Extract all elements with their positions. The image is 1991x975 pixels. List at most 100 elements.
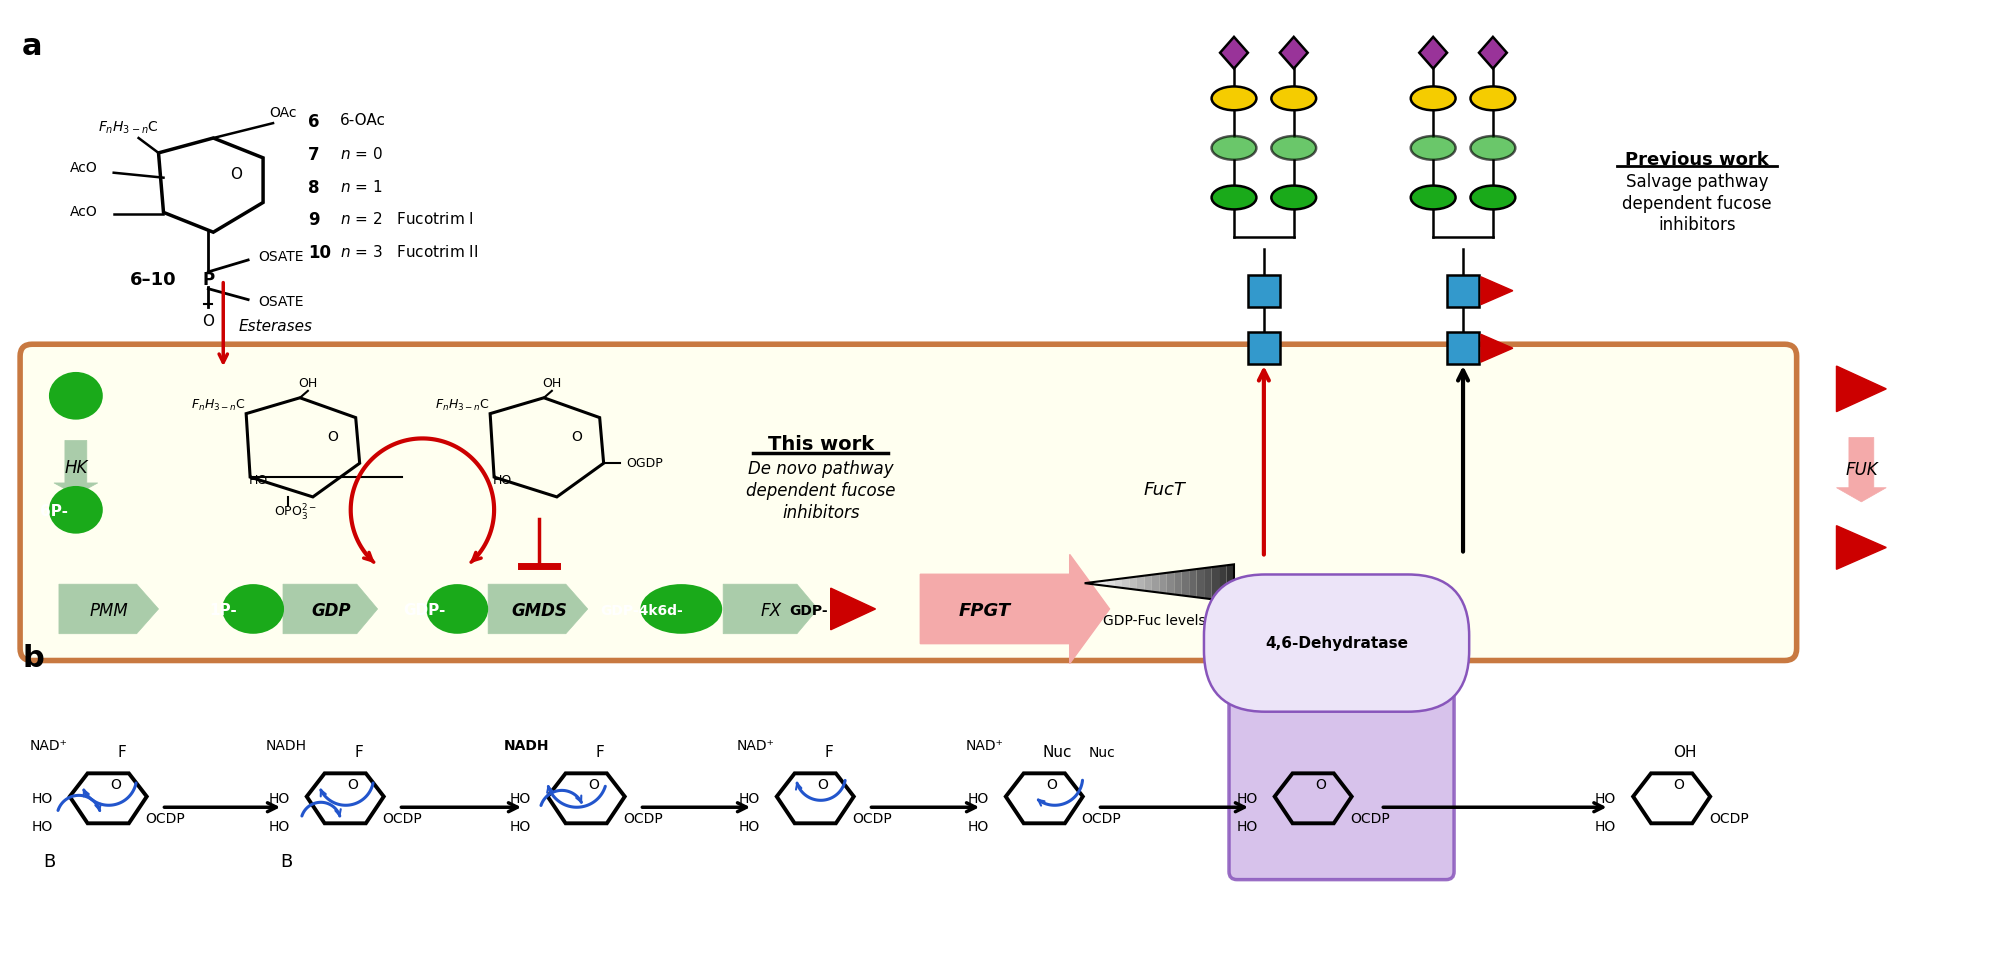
Polygon shape [920, 555, 1109, 663]
Polygon shape [1153, 573, 1159, 593]
Text: GDP-: GDP- [404, 604, 446, 618]
Text: HO: HO [32, 793, 52, 806]
Text: OCDP: OCDP [382, 812, 422, 826]
Polygon shape [1420, 37, 1447, 68]
Text: $n$ = 1: $n$ = 1 [340, 178, 382, 195]
Text: OCDP: OCDP [145, 812, 185, 826]
Text: O: O [571, 430, 581, 445]
Text: HO: HO [968, 793, 990, 806]
Text: F: F [354, 745, 362, 760]
Text: HO: HO [1236, 820, 1258, 834]
Polygon shape [723, 584, 818, 634]
Ellipse shape [1412, 136, 1455, 160]
Text: $F_nH_{3-n}$C: $F_nH_{3-n}$C [434, 398, 490, 413]
Text: NAD⁺: NAD⁺ [737, 739, 774, 753]
Ellipse shape [1272, 87, 1316, 110]
Text: F: F [824, 745, 832, 760]
Text: FPGT: FPGT [960, 602, 1011, 620]
Text: OH: OH [1672, 745, 1696, 760]
Text: HO: HO [32, 820, 52, 834]
Polygon shape [1167, 572, 1175, 595]
Text: $n$ = 0: $n$ = 0 [340, 146, 382, 162]
Text: F: F [117, 745, 125, 760]
Ellipse shape [223, 585, 283, 633]
Polygon shape [1175, 571, 1183, 596]
Text: $n$ = 3   Fucotrim II: $n$ = 3 Fucotrim II [340, 244, 478, 260]
Text: AcO: AcO [70, 161, 98, 175]
Ellipse shape [1471, 185, 1515, 210]
Text: OCDP: OCDP [1708, 812, 1748, 826]
Text: HK: HK [64, 459, 88, 477]
Text: O: O [346, 778, 358, 793]
Ellipse shape [1272, 185, 1316, 210]
Text: Salvage pathway: Salvage pathway [1627, 173, 1768, 191]
Ellipse shape [641, 585, 721, 633]
Text: O: O [327, 430, 338, 445]
Ellipse shape [1471, 87, 1515, 110]
Text: HO: HO [492, 474, 512, 487]
Text: P: P [203, 271, 215, 289]
Ellipse shape [1213, 185, 1256, 210]
Text: De novo pathway: De novo pathway [749, 460, 894, 478]
Polygon shape [1093, 581, 1099, 585]
Text: GDP-4k6d-: GDP-4k6d- [599, 604, 683, 618]
Text: O: O [1674, 778, 1684, 793]
Text: OSATE: OSATE [259, 250, 303, 264]
Polygon shape [1183, 570, 1189, 597]
Bar [1248, 275, 1280, 306]
Polygon shape [1481, 334, 1513, 362]
Text: dependent fucose: dependent fucose [1623, 195, 1772, 213]
Text: HO: HO [249, 474, 267, 487]
Text: HO: HO [269, 820, 289, 834]
Polygon shape [1479, 37, 1507, 68]
Text: O: O [816, 778, 828, 793]
Polygon shape [1197, 568, 1205, 599]
Text: 10: 10 [309, 244, 331, 262]
Text: O: O [587, 778, 599, 793]
Ellipse shape [1412, 87, 1455, 110]
Text: HO: HO [1236, 793, 1258, 806]
Text: B: B [44, 853, 56, 871]
Text: GDP: GDP [311, 602, 350, 620]
FancyBboxPatch shape [20, 344, 1796, 660]
Text: FUK: FUK [1846, 461, 1878, 479]
Text: OAc: OAc [269, 106, 297, 120]
Ellipse shape [50, 487, 102, 532]
Ellipse shape [1213, 87, 1256, 110]
Polygon shape [1115, 578, 1123, 588]
Polygon shape [1107, 579, 1115, 587]
Text: HO: HO [510, 793, 532, 806]
Text: OH: OH [299, 377, 317, 390]
Bar [1248, 332, 1280, 364]
Text: OH: OH [542, 377, 561, 390]
Polygon shape [1123, 577, 1129, 589]
Polygon shape [1159, 573, 1167, 594]
Polygon shape [1220, 37, 1248, 68]
Text: HO: HO [269, 793, 289, 806]
Bar [1447, 275, 1479, 306]
Bar [1447, 332, 1479, 364]
Text: OCDP: OCDP [623, 812, 663, 826]
Ellipse shape [1412, 185, 1455, 210]
Polygon shape [1085, 582, 1093, 584]
Text: GDP-Fuc levels: GDP-Fuc levels [1103, 614, 1207, 628]
Text: Previous work: Previous work [1625, 151, 1768, 169]
Text: a: a [22, 32, 42, 60]
Text: 7: 7 [309, 146, 319, 164]
Text: OCDP: OCDP [1081, 812, 1121, 826]
Polygon shape [1213, 566, 1218, 601]
Text: O: O [231, 167, 243, 182]
Polygon shape [1189, 569, 1197, 598]
Polygon shape [1205, 567, 1213, 600]
Ellipse shape [1272, 136, 1316, 160]
Text: $F_nH_{3-n}$C: $F_nH_{3-n}$C [98, 120, 159, 136]
Text: OPO$_3^{2-}$: OPO$_3^{2-}$ [275, 503, 317, 523]
Text: HO: HO [1595, 793, 1617, 806]
Text: OCDP: OCDP [1350, 812, 1390, 826]
Text: $n$ = 2   Fucotrim I: $n$ = 2 Fucotrim I [340, 212, 474, 227]
Text: AcO: AcO [70, 206, 98, 219]
Polygon shape [1280, 37, 1308, 68]
Text: inhibitors: inhibitors [782, 504, 860, 522]
Ellipse shape [1471, 136, 1515, 160]
Text: HO: HO [968, 820, 990, 834]
